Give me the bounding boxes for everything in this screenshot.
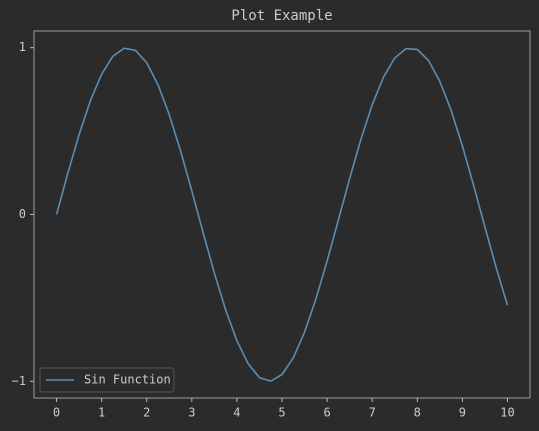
x-tick-label: 5 bbox=[278, 406, 285, 420]
x-tick-label: 3 bbox=[188, 406, 195, 420]
x-tick-label: 1 bbox=[98, 406, 105, 420]
x-tick-label: 9 bbox=[459, 406, 466, 420]
y-tick-label: 1 bbox=[19, 40, 26, 54]
x-tick-label: 2 bbox=[143, 406, 150, 420]
x-tick-label: 4 bbox=[233, 406, 240, 420]
x-tick-label: 7 bbox=[369, 406, 376, 420]
x-tick-label: 10 bbox=[500, 406, 514, 420]
line-series bbox=[55, 47, 509, 383]
x-tick-label: 0 bbox=[53, 406, 60, 420]
x-tick-label: 8 bbox=[414, 406, 421, 420]
legend-box bbox=[39, 367, 175, 393]
x-tick-label: 6 bbox=[323, 406, 330, 420]
chart-title: Plot Example bbox=[231, 8, 332, 24]
legend-label: Sin Function bbox=[84, 373, 171, 387]
y-tick-label: 0 bbox=[19, 207, 26, 221]
y-tick-label: −1 bbox=[12, 374, 26, 388]
